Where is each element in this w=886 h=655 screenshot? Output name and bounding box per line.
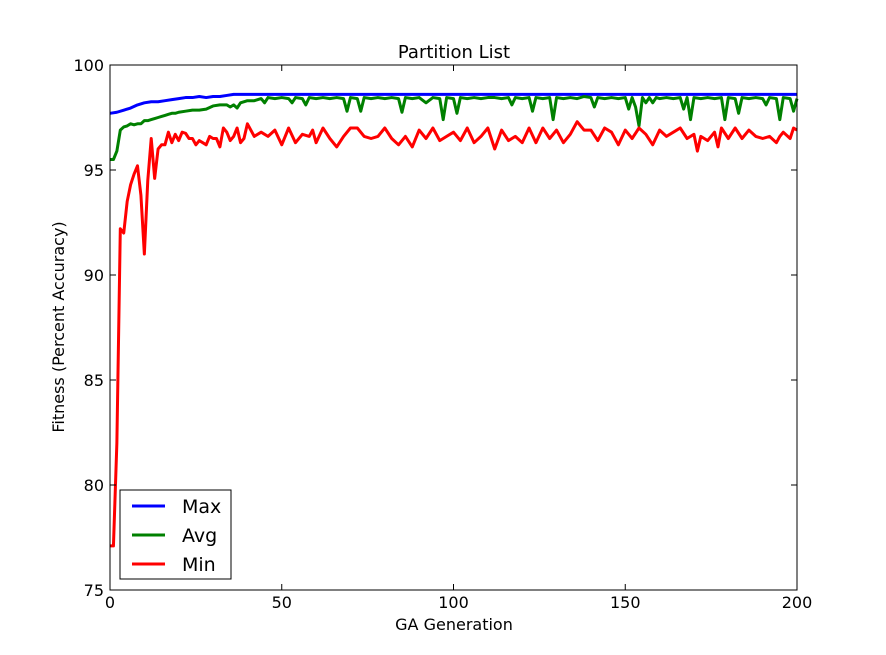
y-tick-label: 95 xyxy=(84,161,104,180)
series-line-max xyxy=(109,92,797,115)
y-tick-label: 90 xyxy=(84,266,104,285)
y-tick-label: 100 xyxy=(73,56,104,75)
y-axis-label: Fitness (Percent Accuracy) xyxy=(49,221,68,432)
x-tick-label: 100 xyxy=(438,593,469,612)
series-line-avg xyxy=(110,95,799,161)
y-tick-label: 75 xyxy=(84,581,104,600)
y-tick-label: 80 xyxy=(84,476,104,495)
legend: Max Avg Min xyxy=(119,489,232,580)
x-tick-label: 0 xyxy=(105,593,115,612)
plot-lines xyxy=(109,92,799,548)
series-line-min xyxy=(110,120,798,548)
legend-label-max: Max xyxy=(182,496,221,518)
chart-title: Partition List xyxy=(398,42,510,63)
x-tick-label: 200 xyxy=(782,593,813,612)
x-tick-label: 50 xyxy=(272,593,292,612)
legend-label-avg: Avg xyxy=(182,525,217,547)
legend-label-min: Min xyxy=(182,554,216,576)
x-tick-label: 150 xyxy=(610,593,641,612)
y-tick-label: 85 xyxy=(84,371,104,390)
x-axis-label: GA Generation xyxy=(395,615,513,634)
axis-ticks: 0 50 100 150 200 75 80 85 90 95 100 xyxy=(73,56,812,612)
